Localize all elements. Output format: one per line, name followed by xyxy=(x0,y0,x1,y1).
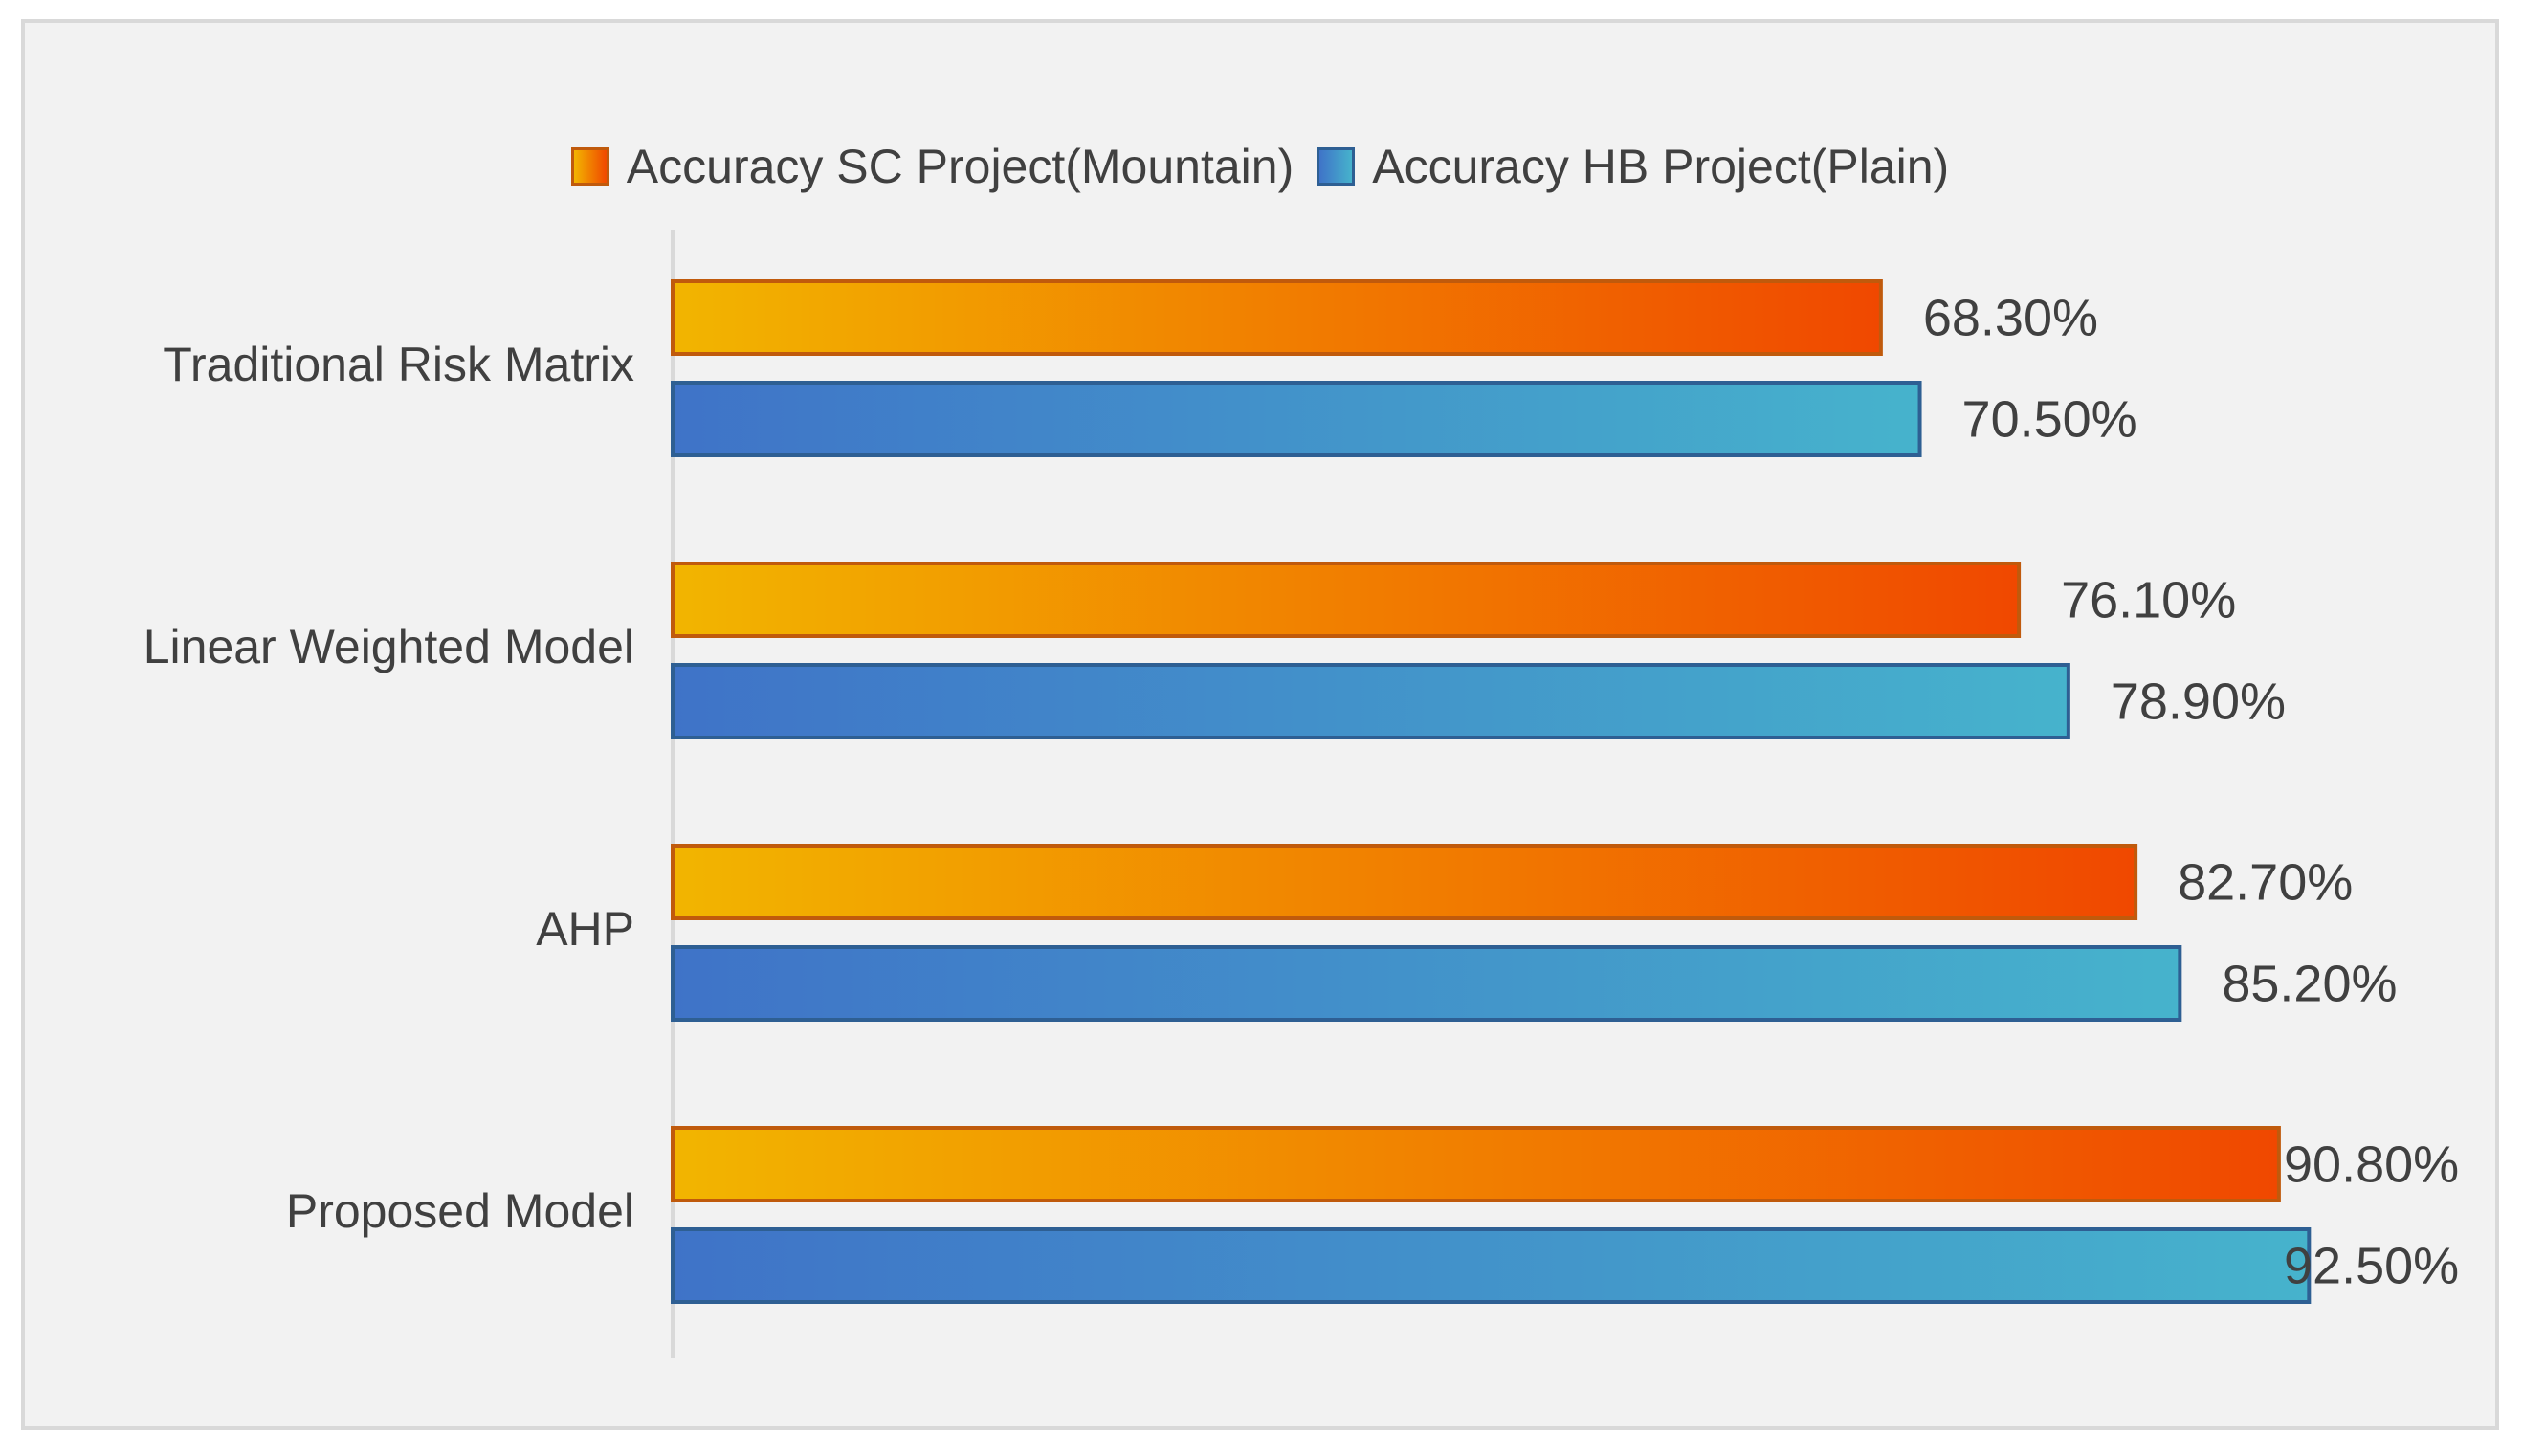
data-label: 92.50% xyxy=(2284,1237,2459,1294)
legend-swatch-hb xyxy=(1317,147,1356,186)
data-label: 90.80% xyxy=(2284,1136,2459,1193)
bar-hb xyxy=(671,1227,2312,1304)
category-label: Traditional Risk Matrix xyxy=(163,338,634,391)
data-label: 70.50% xyxy=(1962,390,2137,448)
bar-sc xyxy=(671,1126,2281,1202)
legend-swatch-sc xyxy=(570,147,609,186)
bar-hb xyxy=(671,945,2182,1022)
category-label: Proposed Model xyxy=(286,1184,634,1238)
bar-sc xyxy=(671,562,2022,638)
data-label: 82.70% xyxy=(2178,853,2353,911)
legend: Accuracy SC Project(Mountain) Accuracy H… xyxy=(25,138,2495,195)
legend-item-hb: Accuracy HB Project(Plain) xyxy=(1317,139,1949,194)
data-label: 76.10% xyxy=(2061,571,2236,629)
category-label: AHP xyxy=(536,902,634,956)
bar-sc xyxy=(671,279,1883,356)
category-label: Linear Weighted Model xyxy=(144,620,634,673)
bar-hb xyxy=(671,663,2070,739)
legend-label-hb: Accuracy HB Project(Plain) xyxy=(1372,140,1950,193)
data-label: 78.90% xyxy=(2111,673,2286,730)
bar-sc xyxy=(671,844,2138,920)
data-label: 68.30% xyxy=(1923,289,2098,346)
bar-hb xyxy=(671,381,1922,457)
legend-label-sc: Accuracy SC Project(Mountain) xyxy=(626,140,1295,193)
legend-item-sc: Accuracy SC Project(Mountain) xyxy=(570,139,1295,194)
data-label: 85.20% xyxy=(2222,955,2397,1012)
